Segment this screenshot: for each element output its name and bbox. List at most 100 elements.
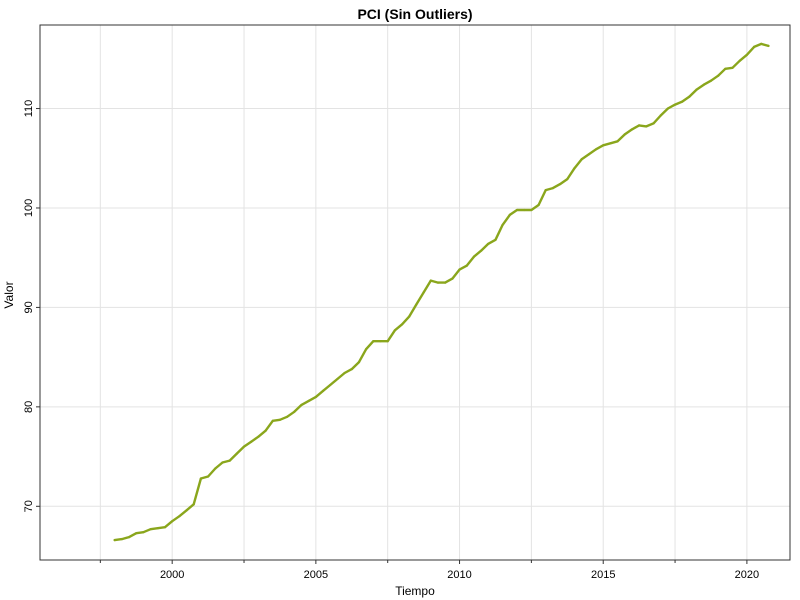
data-point bbox=[135, 532, 138, 535]
data-point bbox=[753, 45, 756, 49]
series-layer bbox=[113, 42, 770, 542]
data-point bbox=[408, 315, 411, 318]
x-axis-label: Tiempo bbox=[395, 584, 435, 598]
data-point bbox=[465, 264, 468, 267]
data-point bbox=[738, 59, 741, 62]
data-point bbox=[192, 503, 195, 506]
data-point bbox=[142, 531, 145, 534]
x-tick-label: 2005 bbox=[304, 569, 328, 581]
data-point bbox=[128, 536, 131, 539]
data-point bbox=[652, 122, 655, 125]
data-point bbox=[321, 389, 325, 392]
data-point bbox=[609, 142, 612, 145]
data-point bbox=[199, 477, 202, 480]
data-point bbox=[271, 419, 274, 422]
data-point bbox=[228, 459, 231, 462]
x-tick-label: 2020 bbox=[735, 569, 759, 581]
data-point bbox=[386, 340, 389, 343]
data-point bbox=[278, 418, 281, 421]
data-point bbox=[760, 42, 763, 46]
data-point bbox=[645, 125, 648, 128]
data-point bbox=[458, 268, 461, 271]
data-point bbox=[515, 208, 519, 212]
data-point bbox=[163, 526, 167, 529]
chart-title: PCI (Sin Outliers) bbox=[357, 6, 472, 22]
data-point bbox=[185, 509, 188, 512]
data-point bbox=[120, 538, 123, 541]
data-point bbox=[638, 124, 641, 127]
data-point bbox=[156, 527, 159, 530]
data-point bbox=[717, 74, 720, 77]
data-point bbox=[329, 383, 332, 387]
data-point bbox=[659, 114, 662, 117]
y-tick-label: 100 bbox=[23, 199, 35, 217]
data-point bbox=[674, 103, 677, 106]
data-point bbox=[207, 475, 210, 478]
data-point bbox=[235, 452, 238, 455]
x-tick-label: 2000 bbox=[160, 569, 184, 581]
data-point bbox=[221, 461, 224, 464]
data-point bbox=[178, 515, 181, 518]
series-line bbox=[113, 42, 770, 542]
data-point bbox=[415, 303, 418, 306]
data-point bbox=[702, 83, 705, 86]
data-point bbox=[559, 183, 562, 186]
data-point bbox=[314, 395, 317, 398]
data-point bbox=[379, 340, 382, 343]
data-point bbox=[171, 520, 174, 523]
data-point bbox=[113, 539, 116, 542]
y-axis-label: Valor bbox=[2, 281, 16, 308]
x-tick-label: 2010 bbox=[447, 569, 471, 581]
data-point bbox=[286, 415, 289, 418]
data-point bbox=[393, 329, 396, 332]
panel-border bbox=[39, 24, 791, 561]
data-point bbox=[343, 371, 346, 375]
data-point bbox=[566, 178, 569, 181]
data-point bbox=[544, 189, 547, 192]
y-tick-label: 90 bbox=[23, 301, 35, 313]
data-point bbox=[350, 368, 353, 371]
data-point bbox=[508, 213, 511, 216]
data-point bbox=[487, 242, 490, 245]
data-point bbox=[616, 140, 619, 143]
x-tick-label: 2015 bbox=[591, 569, 615, 581]
data-point bbox=[594, 148, 598, 151]
data-point bbox=[573, 167, 576, 170]
data-point bbox=[357, 361, 361, 364]
data-point bbox=[695, 88, 698, 91]
axes: 2000 2005 2010 2015 2020 70 80 90 100 110 bbox=[23, 100, 759, 581]
data-point bbox=[300, 403, 303, 406]
data-point bbox=[429, 279, 432, 282]
data-point bbox=[444, 281, 447, 284]
data-point bbox=[602, 144, 605, 147]
data-point bbox=[149, 528, 152, 531]
data-point bbox=[436, 281, 440, 284]
data-point bbox=[623, 133, 626, 136]
data-point bbox=[530, 208, 533, 212]
data-point bbox=[250, 440, 253, 443]
data-point bbox=[587, 153, 591, 156]
data-point bbox=[242, 445, 246, 448]
data-point bbox=[336, 377, 339, 381]
data-point bbox=[214, 467, 217, 470]
data-point bbox=[630, 128, 634, 131]
data-point bbox=[422, 291, 425, 294]
data-point bbox=[745, 53, 749, 56]
data-point bbox=[501, 223, 504, 226]
data-point bbox=[681, 100, 684, 103]
data-point bbox=[365, 348, 368, 351]
data-point bbox=[767, 44, 770, 48]
y-tick-label: 70 bbox=[23, 500, 35, 512]
data-point bbox=[257, 435, 260, 438]
data-point bbox=[494, 238, 497, 241]
data-point bbox=[709, 79, 713, 82]
data-point bbox=[724, 67, 727, 70]
data-point bbox=[480, 249, 483, 252]
data-point bbox=[523, 208, 526, 212]
data-point bbox=[307, 399, 310, 402]
data-point bbox=[293, 410, 296, 413]
data-point bbox=[264, 429, 267, 432]
data-point bbox=[537, 203, 540, 207]
